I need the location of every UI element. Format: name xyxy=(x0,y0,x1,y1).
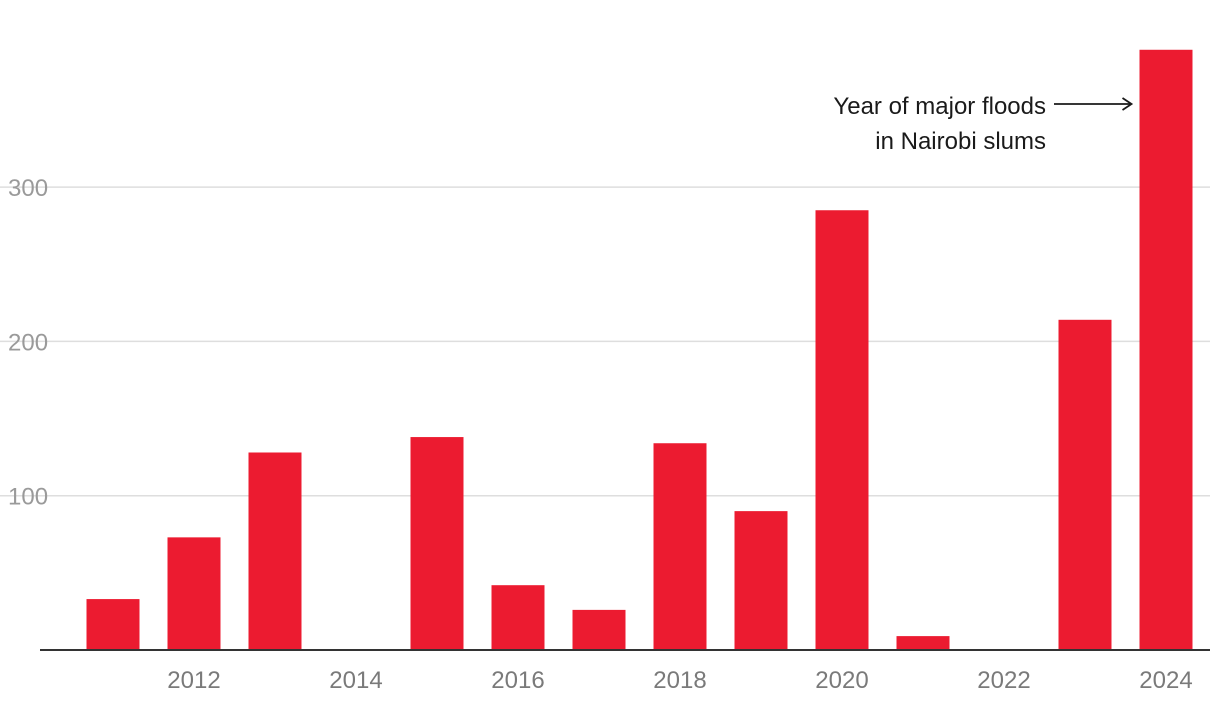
annotation-line-2: in Nairobi slums xyxy=(875,128,1046,155)
y-axis-ticks: 100 200 300 xyxy=(8,175,48,511)
bar-2016 xyxy=(491,585,545,650)
bar-2024 xyxy=(1139,49,1193,650)
x-axis-ticks: 2012 2014 2016 2018 2020 2022 2024 xyxy=(167,667,1192,694)
bar-2017 xyxy=(572,609,626,650)
x-tick-label-2018: 2018 xyxy=(653,667,706,694)
bar-2020 xyxy=(815,210,869,650)
x-tick-label-2024: 2024 xyxy=(1139,667,1192,694)
bar-2012 xyxy=(167,537,221,650)
y-tick-label-100: 100 xyxy=(8,484,48,511)
bar-2019 xyxy=(734,511,788,650)
x-tick-label-2022: 2022 xyxy=(977,667,1030,694)
x-tick-label-2014: 2014 xyxy=(329,667,382,694)
annotation-line-1: Year of major floods xyxy=(833,93,1046,120)
annotation: Year of major floods in Nairobi slums xyxy=(833,93,1134,155)
bar-2015 xyxy=(410,437,464,650)
bar-2018 xyxy=(653,443,707,650)
y-tick-label-300: 300 xyxy=(8,175,48,202)
bar-2021 xyxy=(896,636,950,650)
annotation-arrowhead-icon xyxy=(1122,97,1134,111)
x-tick-label-2012: 2012 xyxy=(167,667,220,694)
bars xyxy=(86,49,1193,650)
x-tick-label-2016: 2016 xyxy=(491,667,544,694)
bar-2013 xyxy=(248,452,302,650)
x-tick-label-2020: 2020 xyxy=(815,667,868,694)
bar-2011 xyxy=(86,599,140,650)
gridlines xyxy=(0,186,1210,497)
y-tick-label-200: 200 xyxy=(8,329,48,356)
bar-2023 xyxy=(1058,319,1112,650)
